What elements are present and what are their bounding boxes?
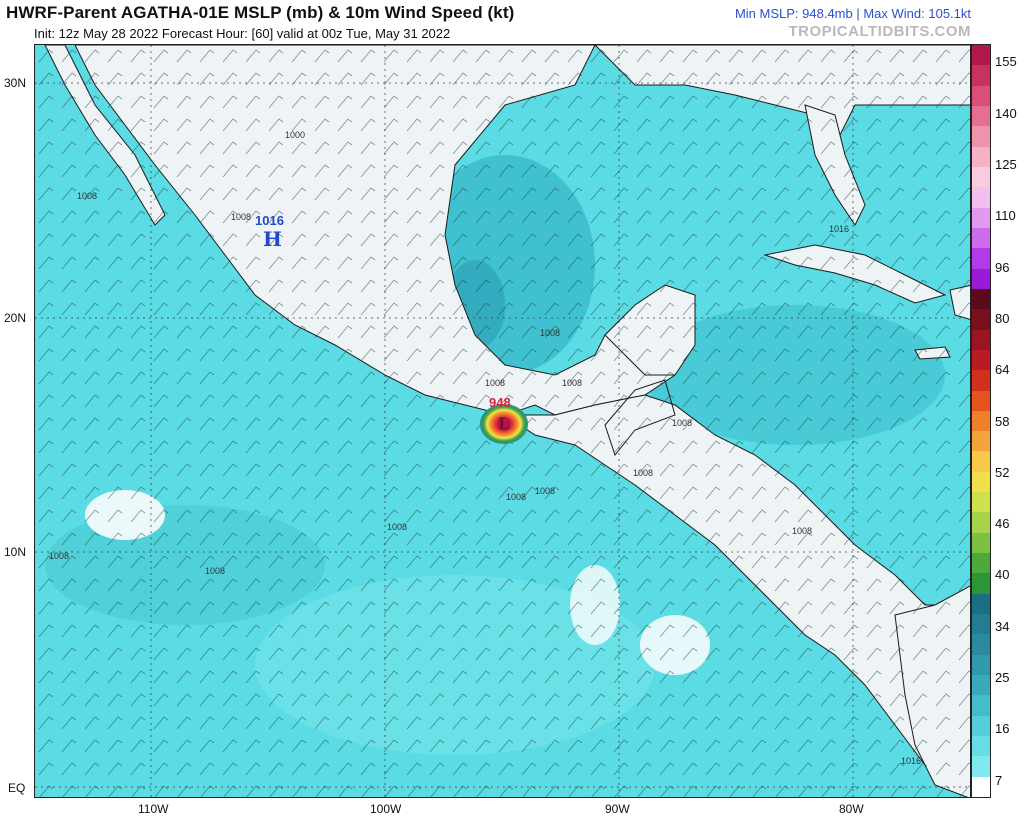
colorbar-segment xyxy=(972,85,990,107)
colorbar-segment xyxy=(972,736,990,757)
high-pressure-value: 1016 xyxy=(255,213,284,228)
graticule xyxy=(35,45,970,797)
colorbar-label-155: 155 xyxy=(995,54,1017,69)
isobar-label: 1008 xyxy=(562,378,583,388)
colorbar-segment xyxy=(972,471,990,493)
colorbar-segment xyxy=(972,410,990,432)
colorbar-label-140: 140 xyxy=(995,106,1017,121)
colorbar-segment xyxy=(972,309,990,331)
colorbar-segment xyxy=(972,675,990,696)
colorbar-segment xyxy=(972,553,990,574)
colorbar-label-52: 52 xyxy=(995,465,1010,480)
colorbar-segment xyxy=(972,654,990,676)
colorbar-segment xyxy=(972,65,990,87)
colorbar-segment xyxy=(972,268,990,290)
colorbar-segment xyxy=(972,207,990,229)
isobar-label: 1008 xyxy=(49,551,70,561)
colorbar-segment xyxy=(972,187,990,209)
brand-watermark: TROPICALTIDBITS.COM xyxy=(788,23,971,40)
colorbar-segment xyxy=(972,451,990,473)
map-svg xyxy=(35,45,970,797)
isobar-label: 1008 xyxy=(540,328,561,338)
isobar-label: 1008 xyxy=(506,492,527,502)
wind-speed-colorbar xyxy=(971,44,991,798)
isobar-label: 1008 xyxy=(205,566,226,576)
lat-label-20n: 20N xyxy=(4,311,27,325)
storm-eye xyxy=(497,417,511,431)
lon-label-80w: 80W xyxy=(839,802,864,816)
storm-stats: Min MSLP: 948.4mb | Max Wind: 105.1kt xyxy=(734,6,971,21)
colorbar-segment xyxy=(972,45,990,66)
colorbar-label-25: 25 xyxy=(995,670,1010,685)
colorbar-segment xyxy=(972,614,990,635)
colorbar-segment xyxy=(972,492,990,513)
colorbar-segment xyxy=(972,776,990,797)
colorbar-segment xyxy=(972,512,990,534)
isobar-label: 1016 xyxy=(901,756,922,766)
colorbar-segment xyxy=(972,227,990,249)
lon-label-100w: 100W xyxy=(370,802,402,816)
colorbar-segment xyxy=(972,370,990,391)
colorbar-segment xyxy=(972,146,990,168)
isobar-label: 1008 xyxy=(231,212,252,222)
lon-label-90w: 90W xyxy=(605,802,630,816)
colorbar-segment xyxy=(972,126,990,148)
colorbar-label-64: 64 xyxy=(995,362,1010,377)
colorbar-label-7: 7 xyxy=(995,773,1003,788)
colorbar-label-125: 125 xyxy=(995,157,1017,172)
map-subtitle: Init: 12z May 28 2022 Forecast Hour: [60… xyxy=(34,26,451,41)
isobar-label: 1008 xyxy=(633,468,654,478)
colorbar-segment xyxy=(972,390,990,412)
isobar-label: 1008 xyxy=(485,378,506,388)
colorbar-segment xyxy=(972,288,990,310)
colorbar-label-110: 110 xyxy=(995,208,1016,223)
map-area[interactable]: 1016 H 948 L 1000 1008 1008 1008 1008 10… xyxy=(34,44,971,798)
colorbar-segment xyxy=(972,105,990,127)
low-pressure-symbol: L xyxy=(498,414,510,433)
isobar-label: 1008 xyxy=(387,522,408,532)
high-pressure-symbol: H xyxy=(263,227,282,251)
low-pressure-value: 948 xyxy=(489,395,511,410)
colorbar-label-40: 40 xyxy=(995,567,1010,582)
colorbar-segment xyxy=(972,431,990,452)
colorbar-segment xyxy=(972,532,990,554)
lat-label-eq: EQ xyxy=(8,781,26,795)
colorbar-segment xyxy=(972,573,990,595)
colorbar-segment xyxy=(972,695,990,717)
isobar-label: 1008 xyxy=(535,486,556,496)
storm-agatha xyxy=(480,404,528,444)
lat-label-10n: 10N xyxy=(4,545,27,559)
isobar-label: 1008 xyxy=(792,526,813,536)
isobar-label: 1000 xyxy=(285,130,306,140)
colorbar-label-96: 96 xyxy=(995,260,1010,275)
header: HWRF-Parent AGATHA-01E MSLP (mb) & 10m W… xyxy=(0,0,1024,45)
colorbar-label-16: 16 xyxy=(995,721,1010,736)
colorbar-label-80: 80 xyxy=(995,311,1010,326)
colorbar-segment xyxy=(972,634,990,656)
lat-label-30n: 30N xyxy=(4,76,27,90)
colorbar-segment xyxy=(972,756,990,778)
colorbar-label-34: 34 xyxy=(995,619,1010,634)
colorbar-segment xyxy=(972,593,990,615)
colorbar-segment xyxy=(972,715,990,737)
isobar-label: 1008 xyxy=(672,418,693,428)
colorbar-label-46: 46 xyxy=(995,516,1010,531)
colorbar-segment xyxy=(972,248,990,270)
isobar-label: 1008 xyxy=(77,191,98,201)
colorbar-segment xyxy=(972,349,990,371)
map-title: HWRF-Parent AGATHA-01E MSLP (mb) & 10m W… xyxy=(6,3,515,22)
colorbar-label-58: 58 xyxy=(995,414,1010,429)
isobar-label: 1016 xyxy=(829,224,850,234)
colorbar-segment xyxy=(972,166,990,188)
lon-label-110w: 110W xyxy=(138,802,169,816)
colorbar-segment xyxy=(972,329,990,351)
